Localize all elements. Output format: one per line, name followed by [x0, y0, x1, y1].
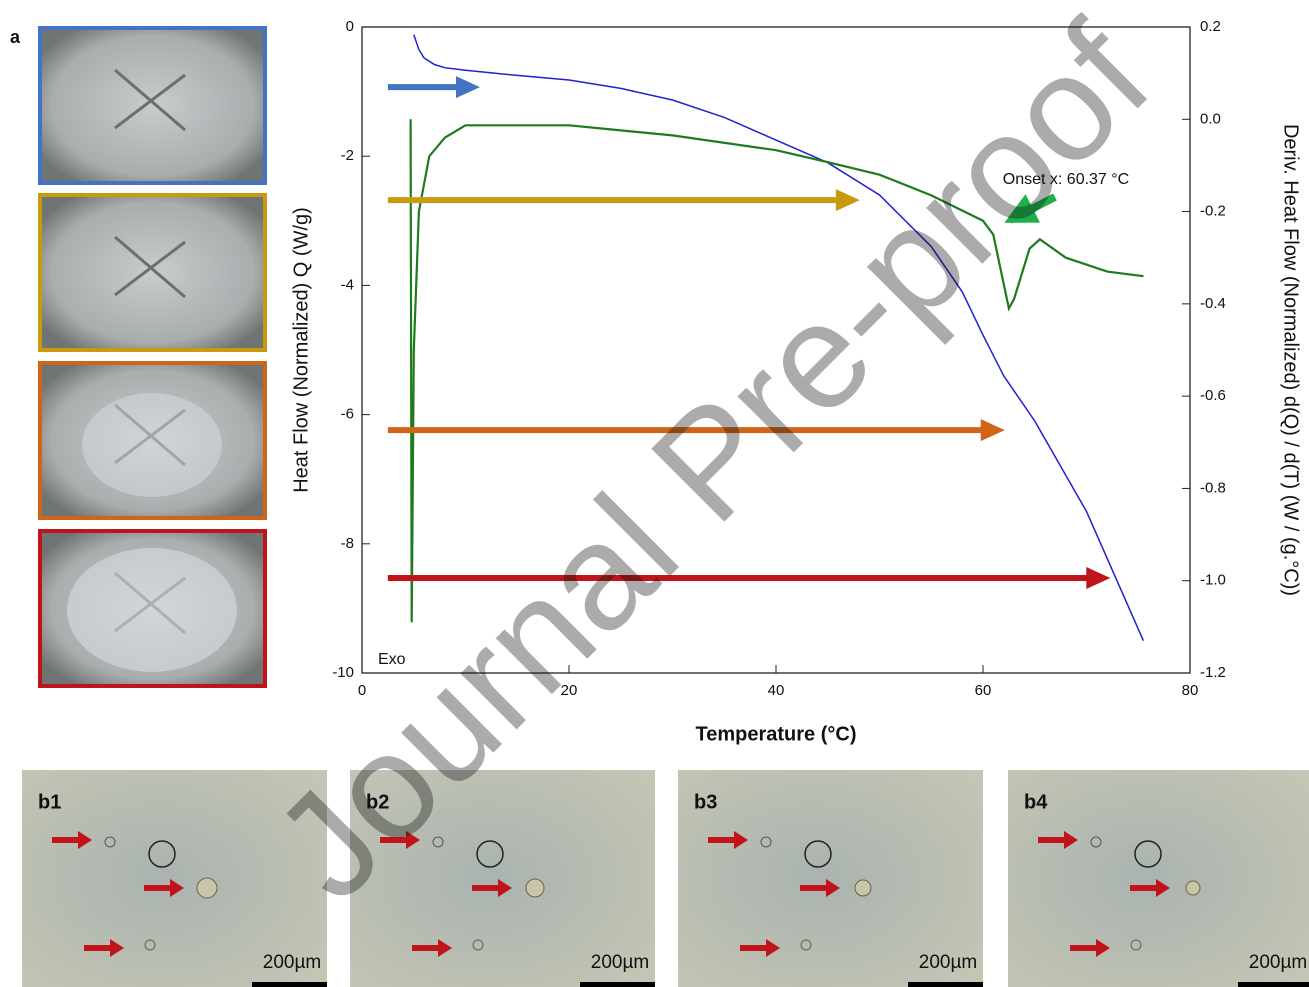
y-tick-label: 0 — [346, 18, 354, 35]
y-tick-label: -2 — [341, 147, 354, 164]
y-axis-label: Heat Flow (Normalized) Q (W/g) — [290, 207, 312, 493]
x-axis-label: Temperature (°C) — [696, 723, 857, 745]
particle — [1186, 881, 1200, 895]
range-arrow — [388, 76, 480, 98]
particle — [197, 878, 217, 898]
photo-column — [40, 28, 265, 686]
y2-tick-label: -0.2 — [1200, 203, 1226, 220]
page: {"chart_data":{"type":"line", "xlabel":"… — [0, 0, 1309, 987]
y2-tick-label: -0.8 — [1200, 479, 1226, 496]
y2-tick-label: -0.4 — [1200, 295, 1226, 312]
scale-bar — [1238, 982, 1309, 987]
y-tick-label: -10 — [332, 664, 354, 681]
scale-bar — [908, 982, 983, 987]
y-tick-label: -4 — [341, 276, 354, 293]
particle — [526, 879, 544, 897]
y-tick-label: -8 — [341, 535, 354, 552]
y2-tick-label: -1.0 — [1200, 572, 1226, 589]
scale-label: 200µm — [591, 952, 649, 973]
panel-label: a — [10, 27, 21, 47]
photo-blue — [40, 28, 265, 183]
photo-yellow — [40, 195, 265, 350]
range-arrow — [388, 189, 860, 211]
y2-tick-label: 0.2 — [1200, 18, 1221, 35]
y2-axis-label: Deriv. Heat Flow (Normalized) d(Q) / d(T… — [1280, 124, 1302, 596]
micrograph-label: b3 — [694, 791, 717, 813]
scale-label: 200µm — [919, 952, 977, 973]
scale-bar — [252, 982, 327, 987]
micrograph-label: b1 — [38, 791, 61, 813]
scale-label: 200µm — [1249, 952, 1307, 973]
x-tick-label: 80 — [1182, 682, 1199, 699]
particle — [855, 880, 871, 896]
y-tick-label: -6 — [341, 406, 354, 423]
spot — [82, 393, 222, 497]
y2-tick-label: -1.2 — [1200, 664, 1226, 681]
y2-tick-label: -0.6 — [1200, 387, 1226, 404]
x-tick-label: 40 — [768, 682, 785, 699]
scale-bar — [580, 982, 655, 987]
figure: a b1200µmb2200µmb3200µmb4200µm 020406080… — [0, 0, 1309, 987]
scale-label: 200µm — [263, 952, 321, 973]
y2-tick-label: 0.0 — [1200, 110, 1221, 127]
x-tick-label: 60 — [975, 682, 992, 699]
spot — [67, 548, 237, 672]
micrograph-label: b4 — [1024, 791, 1048, 813]
